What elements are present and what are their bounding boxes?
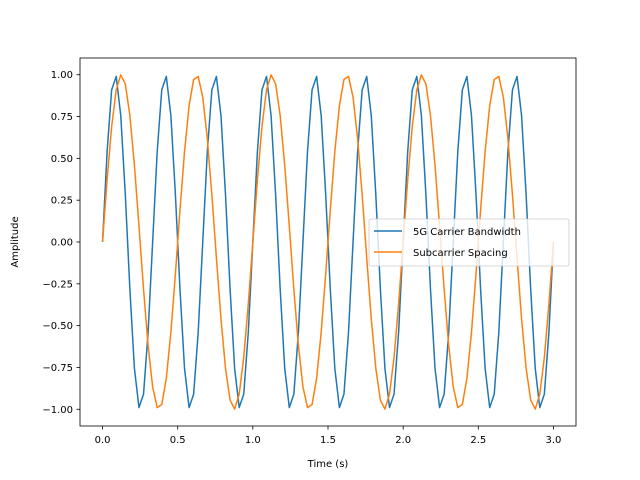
x-tick-label: 0.0: [95, 435, 111, 446]
x-tick-label: 1.0: [245, 435, 261, 446]
y-tick-label: 0.75: [51, 112, 73, 123]
legend: 5G Carrier Bandwidth Subcarrier Spacing: [368, 218, 570, 267]
y-axis-label: Amplitude: [10, 216, 21, 267]
y-tick-label: −0.25: [42, 279, 73, 290]
y-tick-label: 1.00: [51, 70, 73, 81]
y-tick-label: 0.50: [51, 154, 73, 165]
x-tick-label: 2.0: [395, 435, 411, 446]
x-tick-label: 0.5: [170, 435, 186, 446]
y-tick-label: −0.50: [42, 321, 73, 332]
legend-label-5g-carrier-bandwidth: 5G Carrier Bandwidth: [413, 227, 521, 238]
legend-label-subcarrier-spacing: Subcarrier Spacing: [413, 248, 508, 259]
x-tick-label: 3.0: [546, 435, 562, 446]
x-axis-label: Time (s): [307, 459, 349, 470]
x-axis-ticks: 0.0 0.5 1.0 1.5 2.0 2.5 3.0: [95, 426, 562, 446]
legend-box: [368, 218, 570, 267]
y-tick-label: 0.25: [51, 196, 73, 207]
y-tick-label: −0.75: [42, 363, 73, 374]
y-tick-label: −1.00: [42, 405, 73, 416]
y-axis-ticks: −1.00 −0.75 −0.50 −0.25 0.00 0.25 0.50 0.75 1.00: [42, 70, 80, 416]
x-tick-label: 1.5: [320, 435, 336, 446]
y-tick-label: 0.00: [51, 238, 73, 249]
x-tick-label: 2.5: [470, 435, 486, 446]
